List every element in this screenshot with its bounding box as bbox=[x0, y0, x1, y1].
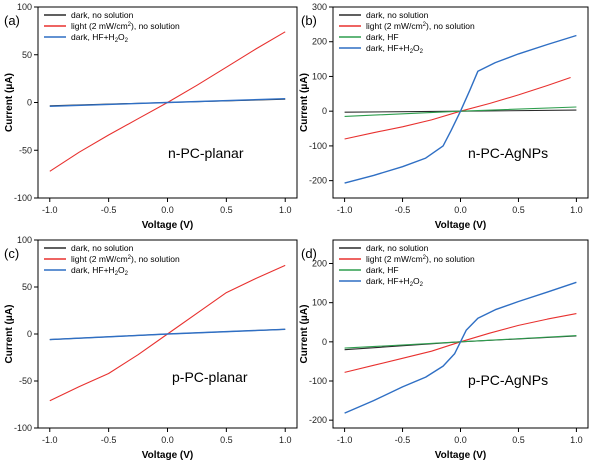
x-tick-label: -0.5 bbox=[395, 435, 411, 445]
panel-label: (b) bbox=[301, 13, 317, 28]
legend-entry: dark, HF+H2O2 bbox=[366, 276, 424, 288]
y-tick-label: -100 bbox=[14, 423, 32, 433]
x-axis-label: Voltage (V) bbox=[435, 220, 486, 231]
x-axis-label: Voltage (V) bbox=[142, 220, 193, 231]
legend-entry: light (2 mW/cm2), no solution bbox=[366, 21, 475, 31]
x-tick-label: 1.0 bbox=[279, 435, 292, 445]
panel-label: (c) bbox=[4, 246, 19, 261]
series-line-2 bbox=[49, 264, 286, 402]
legend-entry: light (2 mW/cm2), no solution bbox=[71, 254, 180, 264]
legend-entry: dark, HF bbox=[366, 265, 399, 275]
y-tick-label: 100 bbox=[312, 298, 327, 308]
x-tick-label: 1.0 bbox=[570, 205, 583, 215]
x-tick-label: -0.5 bbox=[101, 205, 117, 215]
x-tick-label: 0.5 bbox=[220, 435, 233, 445]
x-tick-label: 0.0 bbox=[161, 435, 174, 445]
y-tick-label: 50 bbox=[22, 282, 32, 292]
y-tick-label: 100 bbox=[312, 71, 327, 81]
x-tick-label: -1.0 bbox=[42, 435, 58, 445]
x-tick-label: 1.0 bbox=[570, 435, 583, 445]
y-tick-label: -100 bbox=[309, 141, 327, 151]
x-tick-label: 1.0 bbox=[279, 205, 292, 215]
y-tick-label: -50 bbox=[19, 145, 32, 155]
x-tick-label: 0.5 bbox=[220, 205, 233, 215]
y-axis-label: Current (μA) bbox=[4, 305, 15, 364]
x-tick-label: -1.0 bbox=[42, 205, 58, 215]
x-axis-label: Voltage (V) bbox=[435, 450, 486, 461]
sample-annotation: p-PC-planar bbox=[172, 369, 248, 385]
chart-panel-2: -1.0 -0.5 0.0 0.5 1.0 -200 -100 0 100 200 300 Volta… bbox=[299, 2, 589, 231]
legend-entry: light (2 mW/cm2), no solution bbox=[366, 254, 475, 264]
legend-entry: dark, HF+H2O2 bbox=[71, 265, 129, 277]
sample-annotation: n-PC-planar bbox=[168, 145, 244, 161]
series-line-4 bbox=[344, 281, 577, 414]
panel-label: (a) bbox=[4, 13, 20, 28]
x-tick-label: 0.0 bbox=[454, 205, 467, 215]
legend-entry: light (2 mW/cm2), no solution bbox=[71, 21, 180, 31]
legend-entry: dark, HF+H2O2 bbox=[71, 32, 129, 44]
legend-entry: dark, no solution bbox=[366, 10, 429, 20]
legend-entry: dark, HF bbox=[366, 32, 399, 42]
x-tick-label: -0.5 bbox=[395, 205, 411, 215]
panel-label: (d) bbox=[301, 246, 317, 261]
legend-entry: dark, no solution bbox=[71, 243, 134, 253]
y-tick-label: -200 bbox=[309, 176, 327, 186]
y-tick-label: 100 bbox=[17, 2, 32, 12]
sample-annotation: n-PC-AgNPs bbox=[468, 145, 548, 161]
x-tick-label: 0.5 bbox=[512, 435, 525, 445]
y-tick-label: -50 bbox=[19, 376, 32, 386]
x-tick-label: 0.5 bbox=[512, 205, 525, 215]
y-tick-label: 50 bbox=[22, 50, 32, 60]
y-tick-label: 0 bbox=[27, 98, 32, 108]
chart-panel-3: -1.0 -0.5 0.0 0.5 1.0 -100 -50 0 50 100 Voltage (V… bbox=[4, 235, 298, 461]
x-tick-label: -1.0 bbox=[337, 205, 353, 215]
x-tick-label: -1.0 bbox=[337, 435, 353, 445]
series-line-3 bbox=[49, 98, 286, 107]
legend-entry: dark, no solution bbox=[366, 243, 429, 253]
y-axis-label: Current (μA) bbox=[299, 73, 310, 132]
x-axis-label: Voltage (V) bbox=[142, 450, 193, 461]
y-tick-label: 100 bbox=[17, 235, 32, 245]
y-tick-label: 300 bbox=[312, 2, 327, 12]
y-tick-label: -100 bbox=[14, 193, 32, 203]
y-axis-label: Current (μA) bbox=[299, 305, 310, 364]
y-tick-label: 200 bbox=[312, 259, 327, 269]
series-line-3 bbox=[49, 328, 286, 341]
legend-entry: dark, no solution bbox=[71, 10, 134, 20]
y-tick-label: -200 bbox=[309, 415, 327, 425]
y-tick-label: 200 bbox=[312, 37, 327, 47]
sample-annotation: p-PC-AgNPs bbox=[468, 372, 548, 388]
y-tick-label: 0 bbox=[27, 329, 32, 339]
y-tick-label: 0 bbox=[322, 106, 327, 116]
y-tick-label: 0 bbox=[322, 337, 327, 347]
chart-panel-1: -1.0 -0.5 0.0 0.5 1.0 -100 -50 0 50 100 Voltage (V… bbox=[4, 2, 298, 231]
x-tick-label: 0.0 bbox=[454, 435, 467, 445]
x-tick-label: 0.0 bbox=[161, 205, 174, 215]
legend-entry: dark, HF+H2O2 bbox=[366, 43, 424, 55]
x-tick-label: -0.5 bbox=[101, 435, 117, 445]
chart-panel-4: -1.0 -0.5 0.0 0.5 1.0 -200 -100 0 100 200 Voltage … bbox=[299, 239, 589, 461]
series-line-4 bbox=[344, 34, 577, 184]
y-axis-label: Current (μA) bbox=[4, 73, 15, 132]
y-tick-label: -100 bbox=[309, 376, 327, 386]
